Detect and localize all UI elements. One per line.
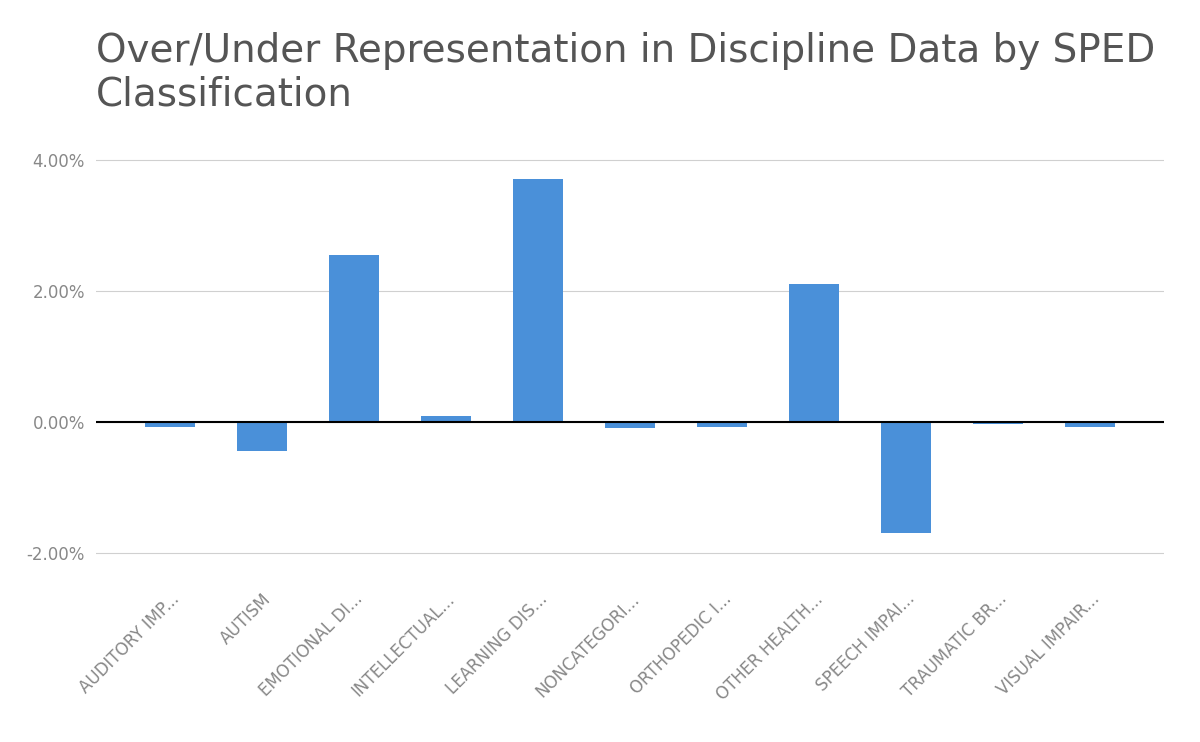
Bar — [788, 284, 839, 421]
Bar — [881, 421, 931, 533]
Bar — [421, 416, 472, 421]
Bar — [329, 255, 379, 421]
Bar — [973, 421, 1024, 424]
Bar — [512, 180, 563, 421]
Bar — [697, 421, 748, 427]
Text: Over/Under Representation in Discipline Data by SPED
Classification: Over/Under Representation in Discipline … — [96, 32, 1156, 114]
Bar — [236, 421, 287, 451]
Bar — [144, 421, 196, 427]
Bar — [605, 421, 655, 428]
Bar — [1064, 421, 1116, 427]
